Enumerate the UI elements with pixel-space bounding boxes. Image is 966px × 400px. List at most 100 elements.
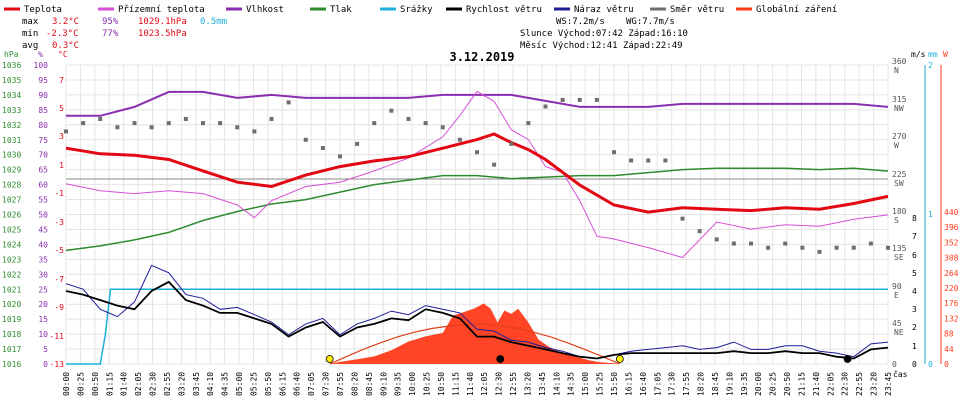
ms-tick-label: 3 [912, 305, 917, 314]
time-tick-label: 06:15 [278, 372, 287, 396]
time-tick-label: 17:55 [682, 372, 691, 396]
wind-dir-point [423, 121, 428, 126]
wind-dir-point [560, 97, 565, 102]
pct-tick-label: 30 [38, 270, 48, 279]
stats-block: max 3.2°C 95% 1029.1hPa 0.5mm min -2.3°C… [22, 17, 227, 51]
time-tick-label: 02:05 [134, 372, 143, 396]
temp-tick-label: 3 [59, 132, 64, 141]
series-humidity [66, 90, 889, 117]
series-ground-temp [65, 90, 889, 259]
hpa-tick-label: 1031 [2, 136, 21, 145]
stats-min-press: 1023.5hPa [138, 29, 187, 39]
series-layer [64, 90, 890, 365]
ms-tick-label: 0 [912, 360, 917, 369]
wind-dir-point [646, 158, 651, 163]
time-tick-label: 13:45 [538, 372, 547, 396]
pct-tick-label: 40 [38, 240, 48, 249]
time-tick-label: 10:50 [437, 372, 446, 396]
wind-dir-point [286, 100, 291, 105]
wind-dir-point [235, 125, 240, 130]
time-tick-label: 13:20 [523, 372, 532, 396]
hpa-tick-label: 1030 [2, 151, 21, 160]
hpa-tick-label: 1033 [2, 106, 21, 115]
hpa-tick-label: 1017 [2, 345, 21, 354]
legend: Teplota Přízemní teplota Vlhkost Tlak Srážky… [4, 5, 837, 15]
w-tick-label: 220 [944, 284, 959, 293]
ms-tick-label: 7 [912, 232, 917, 241]
time-tick-label: 20:25 [769, 372, 778, 396]
time-tick-label: 21:15 [797, 372, 806, 396]
time-tick-label: 01:40 [120, 372, 129, 396]
chart-title: 3.12.2019 [449, 50, 514, 64]
deg-tick-label: 315 [892, 95, 907, 104]
axis-tick-labels: 1036103510341033103210311030102910281027… [2, 57, 959, 396]
w-tick-label: 88 [944, 330, 954, 339]
grid-lines [65, 64, 889, 365]
wind-dir-point [149, 125, 154, 130]
time-tick-label: 17:05 [653, 372, 662, 396]
time-tick-label: 04:35 [221, 372, 230, 396]
ms-tick-label: 1 [912, 342, 917, 351]
w-tick-label: 440 [944, 208, 959, 217]
wind-dir-point [817, 249, 822, 254]
stats-max-press: 1029.1hPa [138, 17, 187, 27]
time-tick-label: 16:15 [624, 372, 633, 396]
sun-moon-info: WS:7.2m/s WG:7.7m/s Slunce Východ:07:42 … [520, 17, 688, 51]
legend-label: Srážky [400, 5, 433, 15]
temp-tick-label: -11 [50, 332, 65, 341]
wind-dir-point [355, 141, 360, 146]
wind-dir-point [132, 121, 137, 126]
w-unit-label: W [943, 50, 948, 59]
w-tick-label: 264 [944, 269, 959, 278]
wind-dir-point [868, 241, 873, 246]
deg-tick-label: 90 [892, 282, 902, 291]
wind-dir-point [440, 125, 445, 130]
time-tick-label: 12:05 [480, 372, 489, 396]
time-tick-label: 00:25 [76, 372, 85, 396]
pct-tick-label: 35 [38, 255, 48, 264]
time-tick-label: 20:50 [783, 372, 792, 396]
mm-tick-label: 2 [928, 61, 933, 70]
pct-unit-label: % [38, 50, 43, 59]
temp-tick-label: 5 [59, 104, 64, 113]
info-sun: Slunce Východ:07:42 Západ:16:10 [520, 29, 688, 39]
wind-dir-point [766, 245, 771, 250]
wind-dir-point [81, 121, 86, 126]
wind-dir-point [252, 129, 257, 134]
time-tick-label: 11:40 [466, 372, 475, 396]
ms-tick-label: 6 [912, 251, 917, 260]
time-tick-label: 17:30 [668, 372, 677, 396]
deg-dir-label: W [894, 141, 899, 150]
deg-dir-label: NE [894, 328, 904, 337]
series-wind-gust [65, 264, 889, 360]
time-tick-label: 12:30 [495, 372, 504, 396]
temp-tick-label: -3 [54, 218, 64, 227]
wind-dir-point [372, 121, 377, 126]
time-tick-label: 22:05 [826, 372, 835, 396]
series-temperature [65, 132, 889, 214]
time-tick-label: 22:55 [855, 372, 864, 396]
time-tick-label: 07:30 [322, 372, 331, 396]
hpa-unit-label: hPa [4, 50, 19, 59]
legend-label: Náraz větru [574, 5, 634, 15]
deg-tick-label: 360 [892, 57, 907, 66]
ms-tick-label: 5 [912, 269, 917, 278]
wind-dir-point [509, 141, 514, 146]
hpa-tick-label: 1027 [2, 196, 21, 205]
legend-label: Teplota [24, 5, 62, 15]
temp-tick-label: 1 [59, 161, 64, 170]
wind-dir-point [115, 125, 120, 130]
time-tick-label: 07:05 [307, 372, 316, 396]
pct-tick-label: 75 [38, 136, 48, 145]
pct-tick-label: 90 [38, 91, 48, 100]
time-tick-label: 05:50 [264, 372, 273, 396]
wind-dir-point [218, 121, 223, 126]
time-tick-label: 05:00 [235, 372, 244, 396]
stats-max-rain: 0.5mm [200, 17, 227, 27]
wind-dir-point [475, 150, 479, 155]
hpa-tick-label: 1035 [2, 76, 21, 85]
hpa-tick-label: 1026 [2, 211, 21, 220]
temp-tick-label: -9 [54, 303, 64, 312]
mm-tick-label: 0 [928, 360, 933, 369]
wind-dir-point [201, 121, 205, 126]
